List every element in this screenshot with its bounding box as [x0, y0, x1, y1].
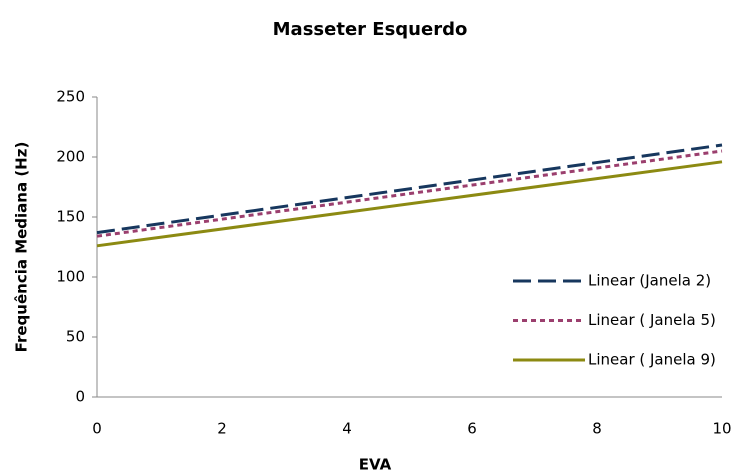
- legend-label: Linear (Janela 2): [588, 272, 711, 290]
- y-axis-label: Frequência Mediana (Hz): [13, 142, 31, 353]
- x-tick-label: 0: [92, 420, 102, 438]
- legend-label: Linear ( Janela 5): [588, 311, 716, 329]
- y-tick-label: 150: [56, 208, 85, 226]
- x-tick-label: 10: [712, 420, 731, 438]
- y-tick-label: 200: [56, 148, 85, 166]
- x-tick-label: 6: [467, 420, 477, 438]
- x-axis-label: EVA: [359, 456, 392, 474]
- series-line: [96, 143, 723, 235]
- y-tick-label: 50: [66, 328, 85, 346]
- y-tick-label: 0: [75, 388, 85, 406]
- y-tick-label: 100: [56, 268, 85, 286]
- y-tick-label: 250: [56, 88, 85, 106]
- x-tick-label: 8: [592, 420, 602, 438]
- x-tick-label: 4: [342, 420, 352, 438]
- chart-title: Masseter Esquerdo: [273, 19, 468, 40]
- series-line: [96, 149, 723, 238]
- series-line: [96, 160, 723, 248]
- legend-label: Linear ( Janela 9): [588, 351, 716, 369]
- x-tick-label: 2: [217, 420, 227, 438]
